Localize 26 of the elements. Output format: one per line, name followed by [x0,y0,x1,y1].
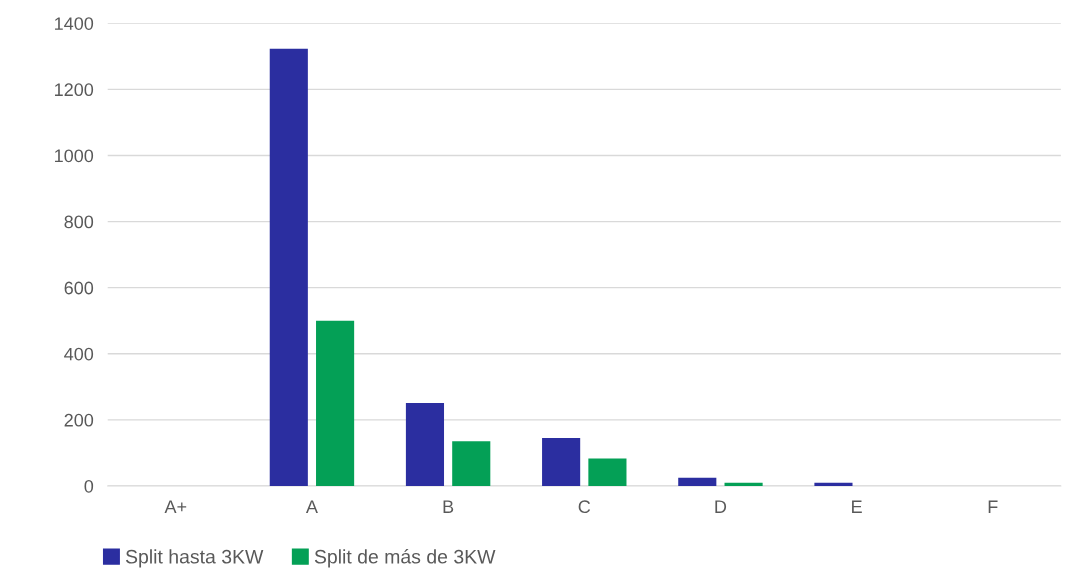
bar [405,403,445,486]
bar [452,441,491,486]
bar [316,320,355,486]
y-tick-label: 400 [64,347,94,361]
bar [724,482,763,486]
x-tick-label: B [443,500,454,513]
bar [678,477,717,486]
bar [542,438,581,486]
y-tick-label: 1400 [55,17,94,30]
y-tick-label: 600 [64,281,94,295]
y-tick-label: 1200 [55,83,94,97]
x-tick-label: C [578,500,591,514]
x-tick-label: E [852,500,862,513]
legend-label: Split de más de 3KW [314,549,496,568]
legend-label: Split hasta 3KW [125,549,264,568]
y-tick-label: 200 [64,413,94,427]
x-tick-label: A [305,500,318,513]
bar [269,48,308,486]
x-tick-label: A+ [164,500,187,513]
y-tick-label: 1000 [55,149,94,163]
y-tick-label: 0 [84,479,94,493]
x-tick-label: D [715,500,727,513]
y-tick-label: 800 [64,215,94,229]
bar [588,458,627,486]
x-tick-label: F [988,500,998,513]
bar [814,482,853,486]
